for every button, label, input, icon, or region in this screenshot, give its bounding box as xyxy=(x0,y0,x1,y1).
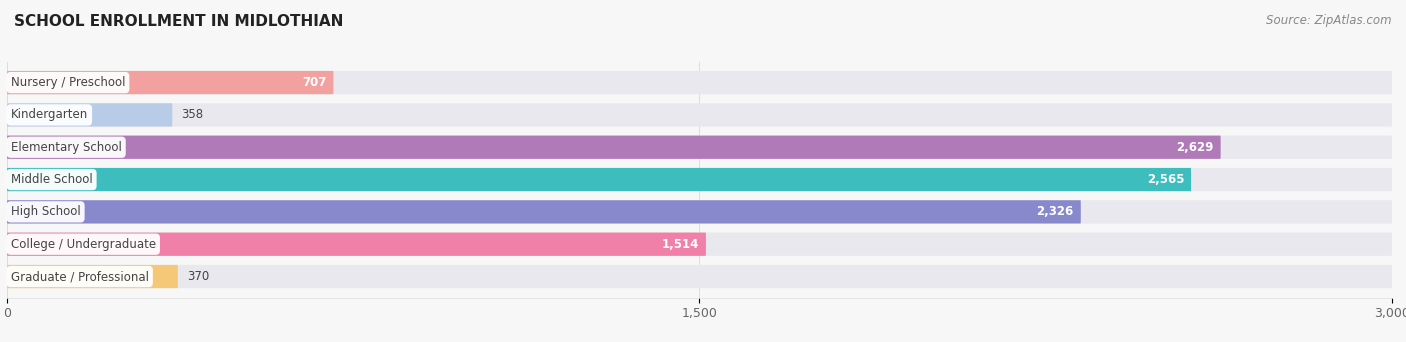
Text: Nursery / Preschool: Nursery / Preschool xyxy=(11,76,125,89)
Text: 370: 370 xyxy=(187,270,209,283)
Text: Middle School: Middle School xyxy=(11,173,93,186)
Text: High School: High School xyxy=(11,206,80,219)
FancyBboxPatch shape xyxy=(7,168,1191,191)
Text: Graduate / Professional: Graduate / Professional xyxy=(11,270,149,283)
Text: SCHOOL ENROLLMENT IN MIDLOTHIAN: SCHOOL ENROLLMENT IN MIDLOTHIAN xyxy=(14,14,343,29)
FancyBboxPatch shape xyxy=(7,200,1081,224)
FancyBboxPatch shape xyxy=(7,168,1392,191)
Text: 358: 358 xyxy=(181,108,204,121)
FancyBboxPatch shape xyxy=(7,233,706,256)
Text: Kindergarten: Kindergarten xyxy=(11,108,89,121)
FancyBboxPatch shape xyxy=(7,103,1392,127)
FancyBboxPatch shape xyxy=(7,233,1392,256)
Text: 707: 707 xyxy=(302,76,326,89)
Text: 2,629: 2,629 xyxy=(1177,141,1213,154)
FancyBboxPatch shape xyxy=(7,71,1392,94)
FancyBboxPatch shape xyxy=(7,200,1392,224)
Text: 2,565: 2,565 xyxy=(1147,173,1184,186)
FancyBboxPatch shape xyxy=(7,135,1220,159)
Text: Elementary School: Elementary School xyxy=(11,141,121,154)
FancyBboxPatch shape xyxy=(7,71,333,94)
Text: College / Undergraduate: College / Undergraduate xyxy=(11,238,156,251)
Text: 2,326: 2,326 xyxy=(1036,206,1074,219)
FancyBboxPatch shape xyxy=(7,265,177,288)
FancyBboxPatch shape xyxy=(7,135,1392,159)
FancyBboxPatch shape xyxy=(7,103,173,127)
Text: Source: ZipAtlas.com: Source: ZipAtlas.com xyxy=(1267,14,1392,27)
Text: 1,514: 1,514 xyxy=(662,238,699,251)
FancyBboxPatch shape xyxy=(7,265,1392,288)
